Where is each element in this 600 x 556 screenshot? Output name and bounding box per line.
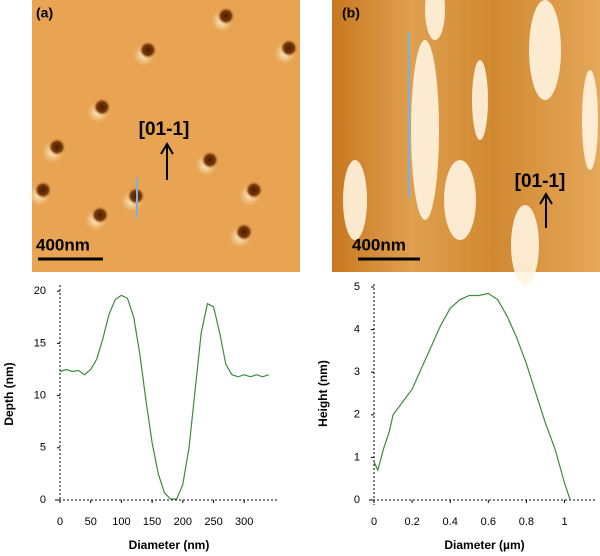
x-tick-label: 200 bbox=[174, 516, 192, 528]
pit bbox=[139, 41, 157, 59]
ridge bbox=[582, 70, 598, 170]
x-tick-label: 0.8 bbox=[519, 516, 534, 528]
x-tick-label: 250 bbox=[204, 516, 222, 528]
ridge bbox=[529, 0, 561, 100]
pit bbox=[217, 7, 235, 25]
y-tick-label: 5 bbox=[354, 281, 360, 293]
scale-bar-label: 400nm bbox=[352, 235, 406, 254]
y-tick-label: 1 bbox=[354, 451, 360, 463]
y-tick-label: 15 bbox=[34, 337, 46, 349]
pit bbox=[280, 39, 298, 57]
x-tick-label: 1 bbox=[561, 516, 567, 528]
y-tick-label: 0 bbox=[354, 494, 360, 506]
y-axis-label: Height (nm) bbox=[316, 360, 330, 427]
arrow bbox=[539, 192, 553, 228]
arrow bbox=[160, 142, 174, 180]
x-axis-label: Diameter (nm) bbox=[129, 538, 210, 552]
ridge bbox=[411, 40, 439, 220]
direction-label: [01-1] bbox=[515, 171, 566, 192]
y-tick-label: 4 bbox=[354, 324, 360, 336]
x-tick-label: 0 bbox=[57, 516, 63, 528]
x-tick-label: 150 bbox=[143, 516, 161, 528]
pit bbox=[201, 151, 219, 169]
profile-line bbox=[59, 294, 269, 500]
direction-label: [01-1] bbox=[139, 119, 190, 140]
y-tick-label: 2 bbox=[354, 409, 360, 421]
x-tick-label: 0.2 bbox=[404, 516, 419, 528]
ridge bbox=[444, 160, 476, 240]
pit bbox=[91, 206, 109, 224]
x-tick-label: 50 bbox=[85, 516, 97, 528]
x-tick-label: 0 bbox=[371, 516, 377, 528]
y-tick-label: 0 bbox=[40, 494, 46, 506]
x-tick-label: 300 bbox=[235, 516, 253, 528]
scale-bar-label: 400nm bbox=[36, 235, 90, 254]
pit bbox=[93, 98, 111, 116]
panel-label: (a) bbox=[36, 5, 53, 21]
y-axis-label: Depth (nm) bbox=[2, 362, 16, 425]
x-tick-label: 100 bbox=[112, 516, 130, 528]
ridge bbox=[343, 160, 367, 240]
ridge bbox=[472, 60, 488, 140]
surface-features bbox=[28, 0, 598, 285]
pit bbox=[245, 181, 263, 199]
profile-line bbox=[373, 292, 571, 501]
pit bbox=[34, 181, 52, 199]
x-tick-label: 0.4 bbox=[443, 516, 458, 528]
y-tick-label: 10 bbox=[34, 389, 46, 401]
y-tick-label: 20 bbox=[34, 285, 46, 297]
afm-image-a bbox=[32, 0, 300, 272]
ridge bbox=[425, 0, 445, 40]
pit bbox=[48, 138, 66, 156]
y-tick-label: 5 bbox=[40, 442, 46, 454]
panel-label: (b) bbox=[342, 5, 360, 21]
x-tick-label: 0.6 bbox=[481, 516, 496, 528]
x-axis-label: Diameter (µm) bbox=[444, 538, 524, 552]
pit bbox=[235, 223, 253, 241]
ridge bbox=[511, 205, 539, 285]
y-tick-label: 3 bbox=[354, 366, 360, 378]
